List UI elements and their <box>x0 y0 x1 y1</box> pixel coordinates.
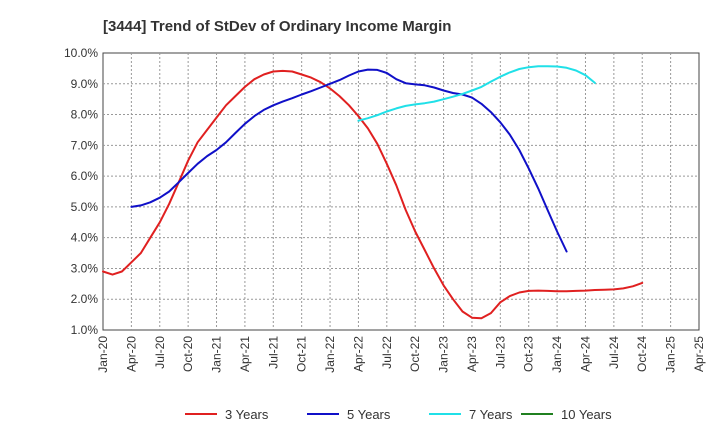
y-tick-label: 4.0% <box>71 231 99 245</box>
y-tick-label: 6.0% <box>71 169 99 183</box>
x-tick-label: Jan-21 <box>210 336 224 373</box>
x-tick-label: Jul-24 <box>607 336 621 369</box>
y-tick-label: 5.0% <box>71 200 99 214</box>
x-tick-label: Apr-24 <box>578 336 592 372</box>
x-tick-label: Jan-22 <box>323 336 337 373</box>
y-axis: 1.0% 2.0% 3.0% 4.0% 5.0% 6.0% 7.0% 8.0% 9.0% 10.0… <box>64 46 98 337</box>
plot-frame <box>102 52 700 331</box>
y-tick-label: 7.0% <box>71 138 99 152</box>
legend-label: 3 Years <box>225 407 269 422</box>
legend: 3 Years 5 Years 7 Years 10 Years <box>185 407 612 422</box>
series-line-7-years <box>357 65 596 122</box>
y-tick-label: 3.0% <box>71 261 99 275</box>
x-tick-label: Jul-21 <box>266 336 280 369</box>
x-tick-label: Oct-23 <box>522 336 536 372</box>
series-line-3-years <box>102 69 644 320</box>
y-tick-label: 1.0% <box>71 323 99 337</box>
chart-title: [3444] Trend of StDev of Ordinary Income… <box>103 18 451 35</box>
y-tick-label: 2.0% <box>71 292 99 306</box>
legend-label: 10 Years <box>561 407 612 422</box>
x-tick-label: Oct-20 <box>181 336 195 372</box>
x-tick-label: Jan-20 <box>96 336 110 373</box>
x-tick-label: Apr-21 <box>238 336 252 372</box>
x-tick-label: Jan-23 <box>437 336 451 373</box>
y-tick-label: 8.0% <box>71 108 99 122</box>
y-tick-label: 10.0% <box>64 46 98 60</box>
x-tick-label: Apr-25 <box>692 336 706 372</box>
x-tick-label: Oct-22 <box>408 336 422 372</box>
x-tick-label: Apr-23 <box>465 336 479 372</box>
x-tick-label: Apr-20 <box>124 336 138 372</box>
x-tick-label: Apr-22 <box>351 336 365 372</box>
legend-label: 7 Years <box>469 407 513 422</box>
grid <box>103 53 699 330</box>
x-tick-label: Jan-24 <box>550 336 564 373</box>
x-tick-label: Jul-22 <box>380 336 394 369</box>
legend-label: 5 Years <box>347 407 391 422</box>
series-line-5-years <box>130 68 568 253</box>
x-tick-label: Oct-21 <box>295 336 309 372</box>
plot-area <box>102 52 700 331</box>
series-lines <box>102 65 644 320</box>
x-axis: Jan-20 Apr-20 Jul-20 Oct-20 Jan-21 Apr-21 Jul-… <box>96 336 706 373</box>
x-tick-label: Oct-24 <box>635 336 649 372</box>
x-tick-label: Jul-20 <box>153 336 167 369</box>
y-tick-label: 9.0% <box>71 77 99 91</box>
x-tick-label: Jan-25 <box>664 336 678 373</box>
x-tick-label: Jul-23 <box>493 336 507 369</box>
